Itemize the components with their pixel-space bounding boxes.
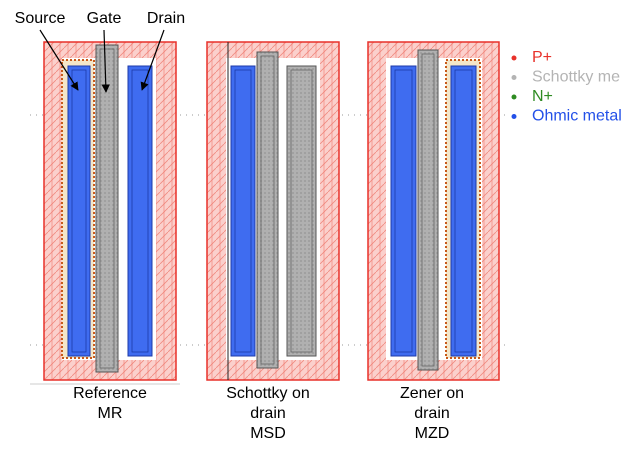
legend-bullet [511, 114, 517, 119]
legend-label: P+ [532, 49, 552, 66]
arrows [39, 29, 165, 93]
caption-line: MR [98, 405, 123, 422]
label-gate: Gate [87, 10, 122, 27]
label-source: Source [15, 10, 66, 27]
caption-line: Zener on [400, 385, 464, 402]
legend: P+ Schottky me N+ Ohmic metal [511, 49, 622, 125]
device-reference [43, 41, 177, 381]
legend-label: Schottky me [532, 69, 620, 86]
label-drain: Drain [147, 10, 185, 27]
legend-bullet [511, 94, 517, 100]
legend-bullet [511, 55, 517, 61]
caption-line: MSD [250, 425, 286, 442]
legend-label: N+ [532, 88, 553, 105]
caption-line: drain [414, 405, 450, 422]
legend-bullet [511, 75, 517, 80]
legend-label: Ohmic metal [532, 108, 622, 125]
device-zener-drain [367, 41, 500, 381]
caption-line: MZD [415, 425, 450, 442]
caption-line: Schottky on [226, 385, 310, 402]
caption-line: Reference [73, 385, 147, 402]
device-schottky-drain [206, 41, 340, 381]
caption-line: drain [250, 405, 286, 422]
